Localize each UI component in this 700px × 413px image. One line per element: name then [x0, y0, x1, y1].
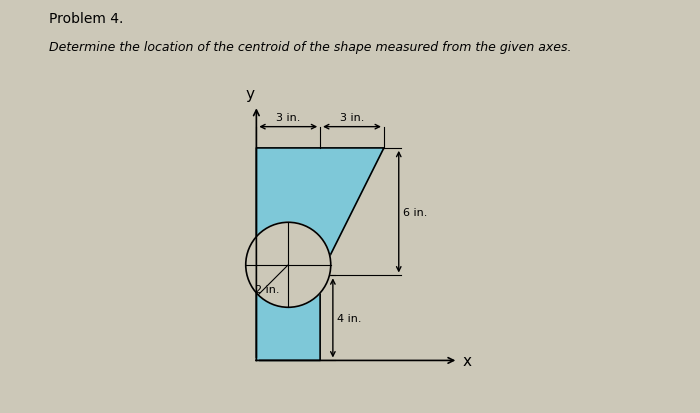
Text: 3 in.: 3 in.	[340, 113, 364, 123]
Text: 4 in.: 4 in.	[337, 313, 362, 323]
Text: Problem 4.: Problem 4.	[49, 12, 123, 26]
Text: y: y	[246, 87, 255, 102]
Text: 2 in.: 2 in.	[256, 284, 280, 294]
Text: 6 in.: 6 in.	[403, 207, 428, 217]
Circle shape	[246, 223, 330, 308]
Text: 3 in.: 3 in.	[276, 113, 300, 123]
Text: Determine the location of the centroid of the shape measured from the given axes: Determine the location of the centroid o…	[49, 41, 571, 54]
Text: x: x	[463, 353, 472, 368]
Polygon shape	[256, 149, 384, 361]
